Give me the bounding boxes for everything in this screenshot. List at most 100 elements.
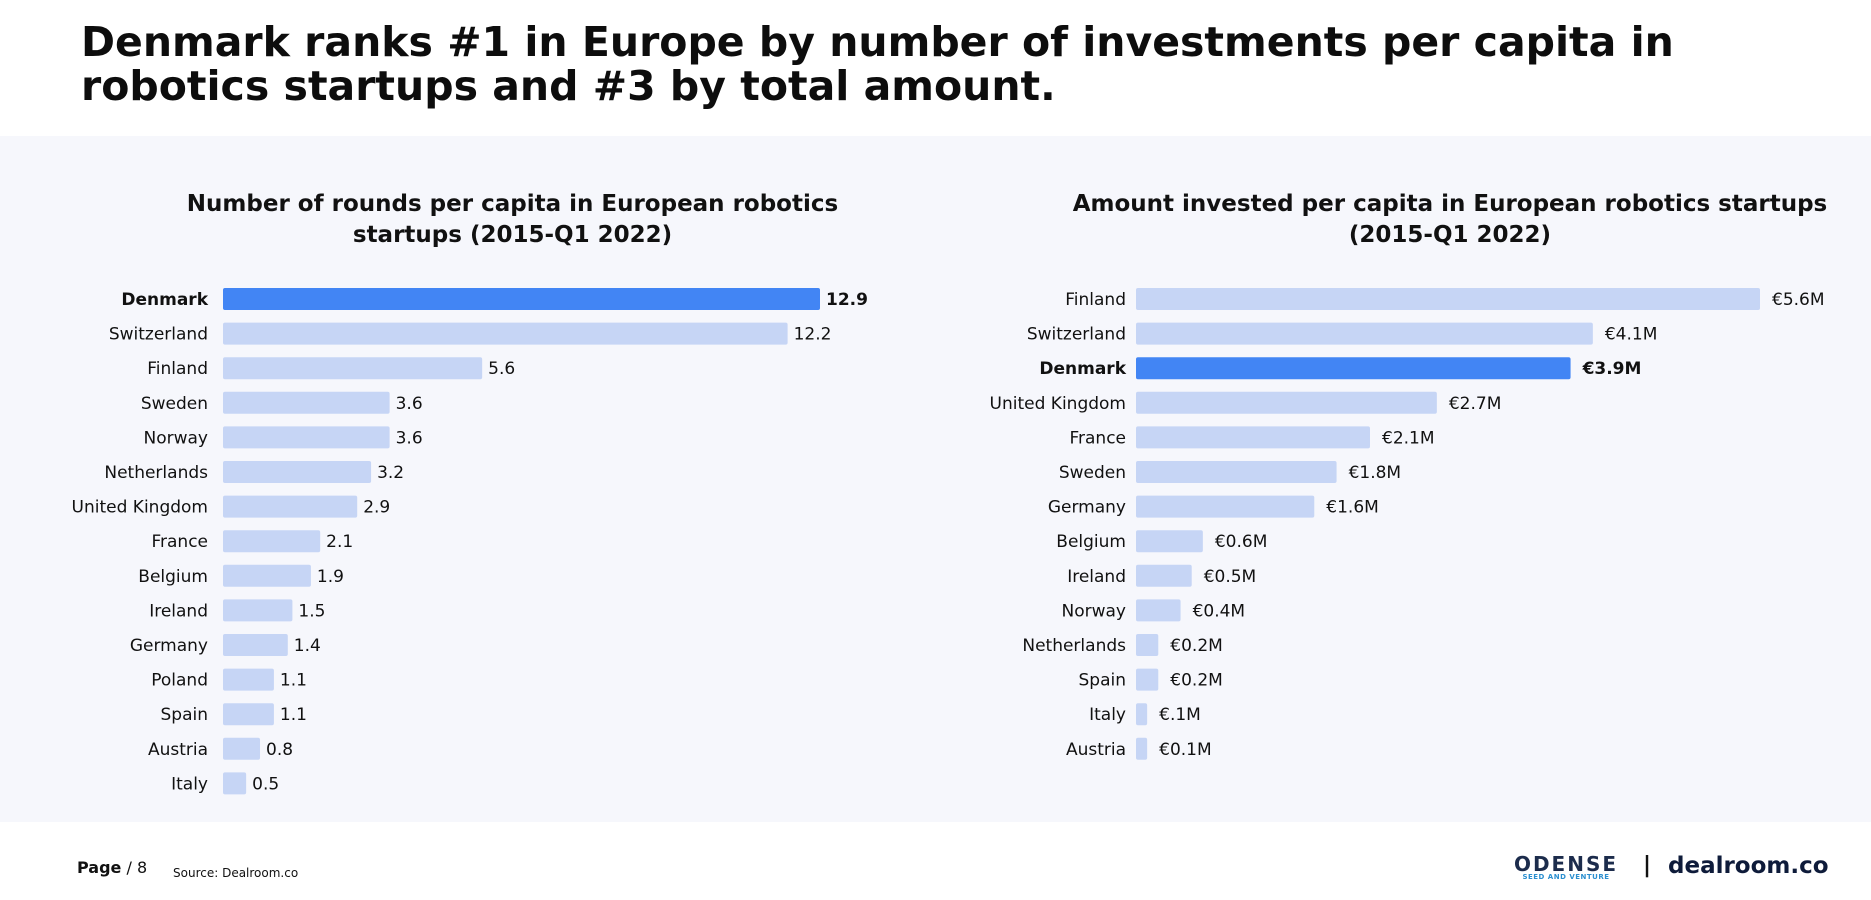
amount-bar-ireland bbox=[1136, 564, 1192, 587]
page-number: / 8 bbox=[126, 858, 148, 877]
amount-value-label-sweden: €1.8M bbox=[1349, 463, 1402, 483]
rounds-category-label-united-kingdom: United Kingdom bbox=[72, 498, 208, 518]
odense-logo-text: ODENSE bbox=[1513, 852, 1619, 876]
rounds-category-label-netherlands: Netherlands bbox=[104, 463, 208, 483]
amount-category-label-germany: Germany bbox=[1048, 498, 1126, 518]
chart-title-rounds: Number of rounds per capita in European … bbox=[186, 191, 839, 248]
amount-value-label-germany: €1.6M bbox=[1326, 498, 1379, 518]
rounds-category-label-switzerland: Switzerland bbox=[109, 325, 208, 345]
dealroom-logo: dealroom.co bbox=[1668, 853, 1829, 879]
amount-bar-sweden bbox=[1136, 461, 1337, 483]
amount-category-label-norway: Norway bbox=[1062, 601, 1127, 621]
rounds-category-label-austria: Austria bbox=[148, 740, 208, 760]
rounds-value-label-france: 2.1 bbox=[326, 532, 353, 552]
chart-title-amount: Amount invested per capita in European r… bbox=[1072, 191, 1828, 248]
amount-value-label-ireland: €0.5M bbox=[1204, 567, 1257, 587]
amount-bar-switzerland bbox=[1136, 322, 1593, 345]
rounds-value-label-united-kingdom: 2.9 bbox=[363, 498, 390, 518]
amount-category-label-spain: Spain bbox=[1079, 671, 1127, 691]
page-headline: Denmark ranks #1 in Europe by number of … bbox=[81, 18, 1674, 110]
amount-value-label-france: €2.1M bbox=[1382, 428, 1435, 448]
amount-value-label-belgium: €0.6M bbox=[1215, 532, 1268, 552]
amount-bar-united-kingdom bbox=[1136, 391, 1437, 414]
amount-category-label-ireland: Ireland bbox=[1067, 567, 1126, 587]
amount-value-label-switzerland: €4.1M bbox=[1605, 325, 1658, 345]
rounds-bar-sweden bbox=[223, 391, 390, 414]
rounds-category-label-finland: Finland bbox=[147, 359, 208, 379]
brand-separator: | bbox=[1643, 853, 1652, 878]
amount-value-label-united-kingdom: €2.7M bbox=[1449, 394, 1502, 414]
amount-bar-denmark bbox=[1136, 357, 1571, 380]
amount-category-label-austria: Austria bbox=[1066, 740, 1126, 760]
rounds-category-label-belgium: Belgium bbox=[138, 567, 208, 587]
rounds-value-label-spain: 1.1 bbox=[280, 705, 307, 725]
rounds-category-label-poland: Poland bbox=[151, 671, 208, 691]
amount-category-label-united-kingdom: United Kingdom bbox=[990, 394, 1126, 414]
odense-logo: ODENSE SEED AND VENTURE bbox=[1511, 852, 1621, 882]
rounds-per-capita-chart: Denmark 12.9 Switzerland 12.2 Finland 5.6 Swed… bbox=[72, 288, 868, 795]
rounds-value-label-ireland: 1.5 bbox=[298, 601, 325, 621]
amount-value-label-netherlands: €0.2M bbox=[1170, 636, 1223, 656]
amount-bar-france bbox=[1136, 426, 1370, 449]
rounds-value-label-finland: 5.6 bbox=[488, 359, 515, 379]
rounds-bar-germany bbox=[223, 634, 288, 656]
amount-bar-austria bbox=[1136, 737, 1148, 760]
rounds-value-label-sweden: 3.6 bbox=[396, 394, 423, 414]
amount-per-capita-chart: Finland €5.6M Switzerland €4.1M Denmark €3.9M… bbox=[990, 288, 1825, 760]
amount-bar-norway bbox=[1136, 599, 1181, 622]
amount-bar-italy bbox=[1136, 703, 1148, 726]
amount-category-label-finland: Finland bbox=[1065, 290, 1126, 310]
rounds-bar-belgium bbox=[223, 564, 311, 587]
rounds-value-label-netherlands: 3.2 bbox=[377, 463, 404, 483]
amount-category-label-france: France bbox=[1069, 428, 1126, 448]
rounds-bar-ireland bbox=[223, 599, 293, 622]
amount-value-label-austria: €0.1M bbox=[1159, 740, 1212, 760]
amount-bar-finland bbox=[1136, 288, 1760, 310]
amount-category-label-netherlands: Netherlands bbox=[1022, 636, 1126, 656]
amount-value-label-norway: €0.4M bbox=[1193, 601, 1246, 621]
rounds-bar-finland bbox=[223, 357, 483, 380]
page-label: Page bbox=[77, 858, 122, 877]
rounds-bar-spain bbox=[223, 703, 274, 726]
rounds-category-label-ireland: Ireland bbox=[149, 601, 208, 621]
rounds-bar-poland bbox=[223, 668, 274, 691]
amount-bar-belgium bbox=[1136, 530, 1203, 553]
rounds-category-label-sweden: Sweden bbox=[141, 394, 208, 414]
rounds-category-label-germany: Germany bbox=[130, 636, 208, 656]
rounds-bar-austria bbox=[223, 737, 261, 760]
rounds-value-label-switzerland: 12.2 bbox=[794, 325, 832, 345]
amount-bar-spain bbox=[1136, 668, 1159, 691]
rounds-category-label-spain: Spain bbox=[161, 705, 209, 725]
rounds-value-label-germany: 1.4 bbox=[294, 636, 321, 656]
rounds-value-label-austria: 0.8 bbox=[266, 740, 293, 760]
rounds-bar-norway bbox=[223, 426, 390, 449]
rounds-bar-netherlands bbox=[223, 461, 372, 483]
rounds-category-label-italy: Italy bbox=[171, 774, 208, 794]
amount-bar-netherlands bbox=[1136, 634, 1159, 656]
rounds-bar-switzerland bbox=[223, 322, 788, 345]
rounds-value-label-italy: 0.5 bbox=[252, 774, 279, 794]
rounds-bar-france bbox=[223, 530, 321, 553]
rounds-value-label-belgium: 1.9 bbox=[317, 567, 344, 587]
amount-category-label-switzerland: Switzerland bbox=[1027, 325, 1126, 345]
rounds-bar-italy bbox=[223, 772, 247, 795]
rounds-category-label-norway: Norway bbox=[144, 428, 209, 448]
rounds-bar-denmark bbox=[223, 288, 820, 310]
amount-value-label-spain: €0.2M bbox=[1170, 671, 1223, 691]
rounds-bar-united-kingdom bbox=[223, 495, 358, 518]
amount-value-label-finland: €5.6M bbox=[1772, 290, 1825, 310]
amount-category-label-italy: Italy bbox=[1089, 705, 1126, 725]
amount-category-label-sweden: Sweden bbox=[1059, 463, 1126, 483]
rounds-value-label-poland: 1.1 bbox=[280, 671, 307, 691]
page-indicator: Page / 8 bbox=[77, 858, 147, 877]
rounds-value-label-norway: 3.6 bbox=[396, 428, 423, 448]
rounds-category-label-france: France bbox=[151, 532, 208, 552]
amount-value-label-italy: €.1M bbox=[1159, 705, 1201, 725]
rounds-value-label-denmark: 12.9 bbox=[826, 290, 868, 310]
amount-category-label-belgium: Belgium bbox=[1056, 532, 1126, 552]
amount-value-label-denmark: €3.9M bbox=[1582, 359, 1642, 379]
rounds-category-label-denmark: Denmark bbox=[121, 290, 208, 310]
odense-logo-subtext: SEED AND VENTURE bbox=[1522, 873, 1610, 881]
amount-category-label-denmark: Denmark bbox=[1039, 359, 1126, 379]
amount-bar-germany bbox=[1136, 495, 1315, 518]
